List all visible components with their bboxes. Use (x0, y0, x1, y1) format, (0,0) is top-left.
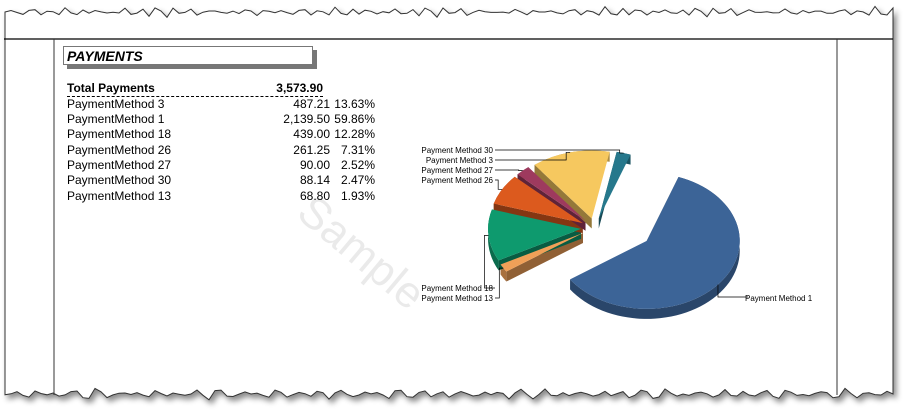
payment-percent: 2.52% (340, 158, 375, 172)
pie-leader-line (495, 151, 571, 161)
pie-slice (500, 233, 584, 272)
payment-amount: 68.80 (299, 189, 330, 203)
payment-row: PaymentMethod 26 261.25 7.31% (67, 143, 387, 158)
pie-slice-side (488, 209, 499, 271)
pie-slice-label: Payment Method 26 (421, 176, 493, 185)
payment-percent: 13.63% (334, 97, 375, 111)
pie-leader-line (484, 235, 495, 289)
payment-amount: 261.25 (293, 143, 330, 157)
pie-leader-line (495, 179, 503, 190)
pie-slice-label: Payment Method 30 (421, 146, 493, 155)
pie-slice (598, 151, 631, 219)
pie-leader-line (495, 169, 523, 171)
pie-slice-edge (534, 164, 592, 229)
payment-percent: 7.31% (340, 143, 375, 157)
payment-method-name: PaymentMethod 13 (67, 189, 172, 203)
payment-amount: 88.14 (299, 173, 330, 187)
payment-amount: 487.21 (293, 97, 330, 111)
payment-row: PaymentMethod 3 487.21 13.63% (67, 97, 387, 112)
payment-method-name: PaymentMethod 1 (67, 112, 165, 126)
total-payments-amount: 3,573.90 (276, 81, 323, 95)
pie-slice-label: Payment Method 18 (421, 284, 493, 293)
pie-slice-label: Payment Method 27 (421, 166, 493, 175)
payment-row: PaymentMethod 27 90.00 2.52% (67, 158, 387, 173)
pie-slice-label: Payment Method 13 (421, 294, 493, 303)
pie-slice-label: Payment Method 1 (745, 294, 813, 303)
payment-method-name: PaymentMethod 18 (67, 127, 172, 141)
pie-slice (534, 150, 610, 219)
payment-row: PaymentMethod 30 88.14 2.47% (67, 173, 387, 188)
payment-percent: 12.28% (334, 127, 375, 141)
payment-method-name: PaymentMethod 3 (67, 97, 165, 111)
total-payments-row: Total Payments 3,573.90 (67, 81, 323, 97)
payment-method-name: PaymentMethod 26 (67, 143, 172, 157)
payment-amount: 439.00 (293, 127, 330, 141)
payment-percent: 1.93% (340, 189, 375, 203)
payment-amount: 90.00 (299, 158, 330, 172)
payment-percent: 59.86% (334, 112, 375, 126)
pie-slice (517, 167, 586, 221)
payment-amount: 2,139.50 (283, 112, 330, 126)
payment-row: PaymentMethod 13 68.80 1.93% (67, 189, 387, 204)
payment-percent: 2.47% (340, 173, 375, 187)
total-payments-label: Total Payments (67, 81, 155, 95)
payment-method-name: PaymentMethod 30 (67, 173, 172, 187)
pie-slice-label: Payment Method 3 (426, 156, 494, 165)
payment-row: PaymentMethod 1 2,139.50 59.86% (67, 112, 387, 127)
pie-leader-line (495, 267, 504, 299)
pie-slice (488, 209, 582, 261)
section-title-payments: PAYMENTS (63, 46, 313, 65)
payment-row: PaymentMethod 18 439.00 12.28% (67, 127, 387, 142)
payment-method-name: PaymentMethod 27 (67, 158, 172, 172)
payments-report: PAYMENTS Total Payments 3,573.90 Payment… (54, 40, 837, 395)
pie-leader-line (717, 284, 748, 298)
pie-slice (493, 176, 583, 224)
pie-leader-line (495, 149, 624, 154)
pie-slice (570, 176, 740, 309)
